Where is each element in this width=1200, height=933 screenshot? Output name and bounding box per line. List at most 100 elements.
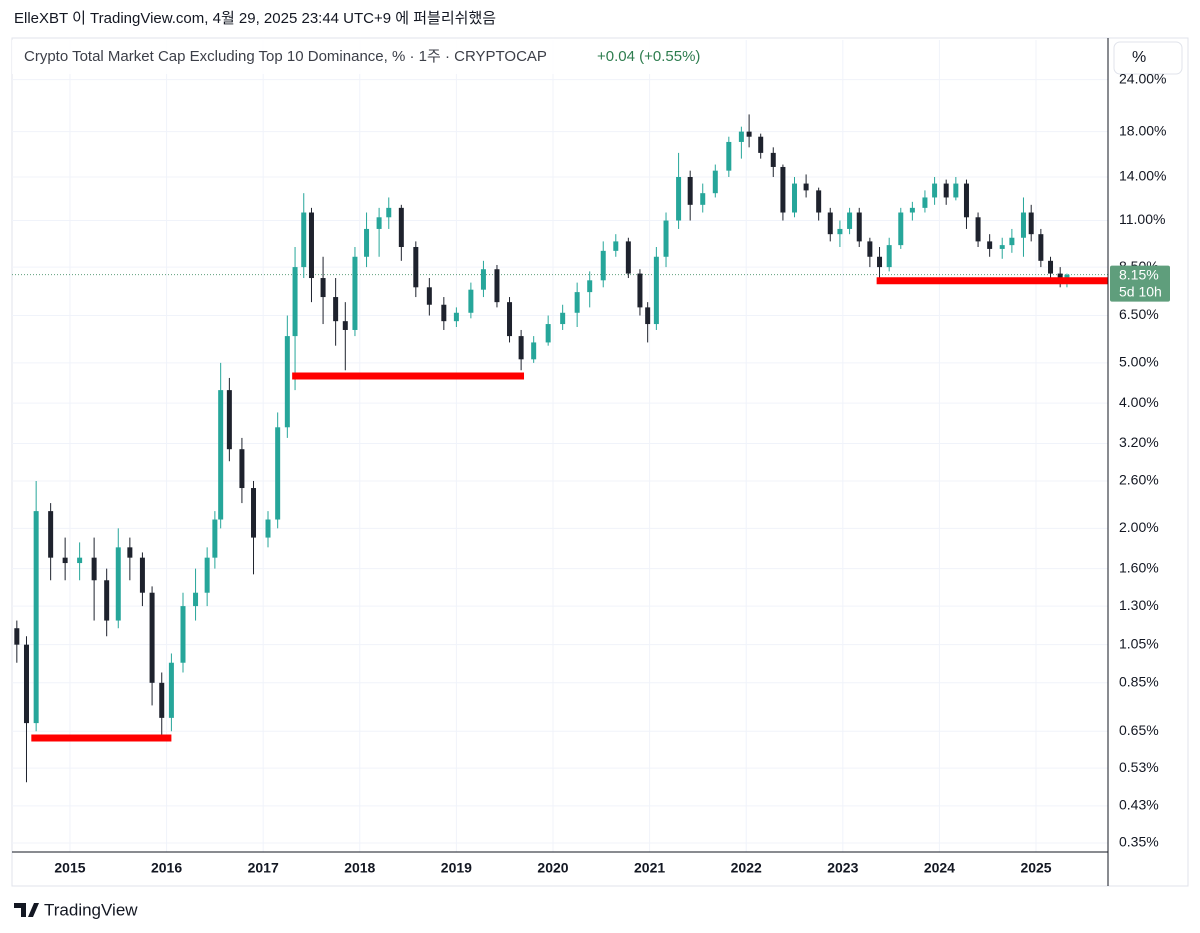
candle-body xyxy=(837,228,843,235)
candle-body xyxy=(975,217,981,242)
logo-icon xyxy=(14,903,39,917)
candle-body xyxy=(770,152,776,167)
y-tick-label: 4.00% xyxy=(1119,394,1159,410)
candle-body xyxy=(441,304,447,322)
candle-body xyxy=(193,592,199,607)
candle-body xyxy=(943,183,949,198)
candle-body xyxy=(856,212,862,242)
price-label-box xyxy=(1110,265,1170,302)
candle-body xyxy=(23,644,29,724)
x-tick-label: 2021 xyxy=(634,860,665,876)
y-tick-label: 24.00% xyxy=(1119,70,1166,86)
candle-body xyxy=(1048,260,1054,274)
candle-body xyxy=(239,449,245,489)
footer-logo: TradingView xyxy=(14,900,138,919)
candle-body xyxy=(953,183,959,198)
candle-body xyxy=(308,212,314,279)
candle-body xyxy=(645,307,651,325)
candle-body xyxy=(139,557,145,593)
candle-body xyxy=(1038,234,1044,261)
candle-body xyxy=(127,547,133,558)
candle-body xyxy=(284,336,290,428)
change: +0.04 (+0.55%) xyxy=(597,48,700,65)
candle-body xyxy=(364,228,370,257)
candle-body xyxy=(251,488,257,538)
x-tick-label: 2016 xyxy=(151,860,182,876)
plot-area xyxy=(12,40,1108,852)
candle-body xyxy=(453,312,459,322)
candle-body xyxy=(746,131,752,137)
y-tick-label: 0.53% xyxy=(1119,759,1159,775)
candle-body xyxy=(663,220,669,257)
y-tick-label: 2.00% xyxy=(1119,519,1159,535)
x-tick-label: 2022 xyxy=(731,860,762,876)
y-tick-label: 11.00% xyxy=(1119,211,1165,227)
candle-body xyxy=(909,207,915,213)
y-tick-label: 0.65% xyxy=(1119,722,1159,738)
candle-body xyxy=(600,250,606,281)
candle-body xyxy=(886,245,892,268)
x-tick-label: 2018 xyxy=(344,860,375,876)
header: ElleXBT 이 TradingView.com, 4월 29, 2025 2… xyxy=(14,10,496,27)
y-tick-label: 1.60% xyxy=(1119,559,1159,575)
candle-body xyxy=(816,190,822,213)
candle-body xyxy=(1057,273,1063,281)
countdown: 5d 10h xyxy=(1119,283,1162,299)
y-tick-label: 0.85% xyxy=(1119,674,1159,690)
candle-body xyxy=(413,247,419,288)
candle-body xyxy=(468,289,474,313)
candle-body xyxy=(987,241,993,249)
candle-body xyxy=(738,131,744,142)
x-tick-label: 2015 xyxy=(54,860,85,876)
candle-body xyxy=(226,390,232,450)
x-tick-label: 2017 xyxy=(248,860,279,876)
candle-body xyxy=(758,136,764,153)
y-tick-label: 14.00% xyxy=(1119,168,1166,184)
candle-body xyxy=(1009,237,1015,246)
y-tick-label: 0.43% xyxy=(1119,797,1159,813)
candle-body xyxy=(91,557,97,581)
candle-body xyxy=(48,511,54,558)
candle-body xyxy=(77,557,83,564)
candle-body xyxy=(104,580,110,621)
x-tick-label: 2020 xyxy=(537,860,568,876)
candle-body xyxy=(218,390,224,520)
scale-button[interactable] xyxy=(1113,41,1183,75)
candle-body xyxy=(613,241,619,251)
y-tick-label: 18.00% xyxy=(1119,122,1166,138)
candle-body xyxy=(494,269,500,303)
candle-body xyxy=(62,557,68,564)
candle-body xyxy=(726,141,732,171)
x-tick-label: 2019 xyxy=(441,860,472,876)
y-tick-label: 6.50% xyxy=(1119,306,1159,322)
candle-body xyxy=(292,267,298,337)
candle-body xyxy=(700,193,706,205)
y-tick-label: 3.20% xyxy=(1119,434,1159,450)
y-tick-label: 2.60% xyxy=(1119,472,1159,488)
candle-body xyxy=(560,312,566,325)
x-tick-label: 2024 xyxy=(924,860,955,876)
candle-body xyxy=(320,278,326,298)
candle-body xyxy=(803,183,809,191)
candle-body xyxy=(867,241,873,257)
candle-body xyxy=(712,170,718,194)
candle-body xyxy=(398,207,404,248)
candle-body xyxy=(301,212,307,268)
scale-button-label[interactable]: % xyxy=(1132,49,1146,66)
title-backdrop xyxy=(12,40,652,74)
candle-body xyxy=(180,606,186,663)
candle-body xyxy=(149,592,155,683)
candle-body xyxy=(1020,212,1026,238)
candle-body xyxy=(265,519,271,538)
candle-body xyxy=(159,682,165,718)
price-label: 8.15% xyxy=(1119,266,1159,282)
chart-frame xyxy=(11,37,1189,887)
candle-body xyxy=(653,256,659,325)
candle-body xyxy=(780,166,786,213)
y-tick-label: 5.00% xyxy=(1119,354,1159,370)
candle-body xyxy=(518,336,524,360)
candle-body xyxy=(386,207,392,218)
candle-body xyxy=(625,241,631,274)
